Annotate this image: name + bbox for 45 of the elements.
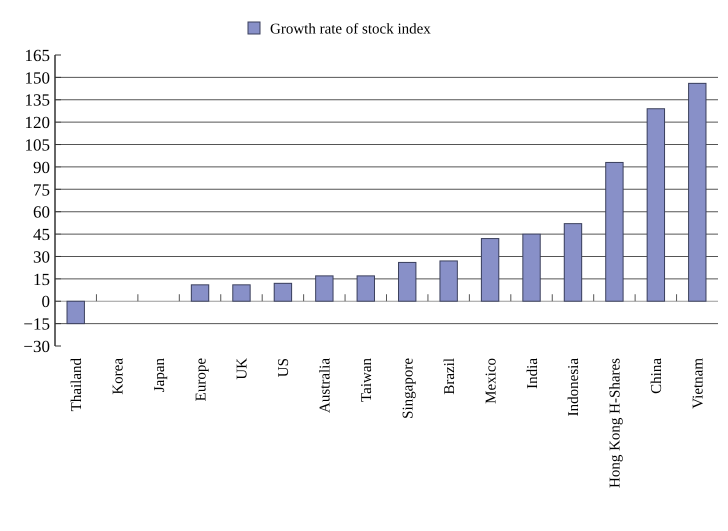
bar [66, 300, 85, 324]
x-tick-label: Singapore [400, 358, 416, 419]
bar [646, 108, 666, 302]
y-tick-label: 15 [33, 270, 50, 289]
x-tick-label: Japan [152, 358, 168, 392]
x-tick-label: Vietnam [690, 358, 707, 409]
y-tick-label: 135 [24, 90, 50, 110]
x-tick-label: Europe [193, 358, 210, 402]
y-tick-label: 120 [24, 113, 50, 132]
y-tick-label: −30 [23, 336, 50, 356]
x-tick-label: Taiwan [359, 358, 376, 402]
y-tick-label: −15 [23, 314, 50, 334]
bar [688, 82, 706, 302]
y-tick-label: 45 [33, 225, 50, 244]
bar [274, 282, 292, 302]
bar [232, 284, 251, 302]
y-tick-label: 30 [33, 247, 50, 266]
y-tick-label: 90 [33, 158, 50, 177]
x-tick-label: US [276, 358, 292, 378]
x-tick-label: UK [234, 358, 251, 380]
bar [522, 234, 541, 302]
bar [564, 223, 582, 302]
bar [605, 162, 624, 302]
y-tick-label: 75 [33, 180, 50, 200]
x-tick-label: China [649, 358, 666, 394]
x-tick-label: Brazil [442, 358, 458, 395]
y-tick-label: 105 [24, 135, 50, 154]
x-tick-label: Indonesia [566, 358, 582, 416]
bar [480, 238, 500, 302]
y-tick-label: 150 [24, 68, 50, 88]
bar [315, 275, 334, 302]
y-tick-label: 165 [24, 46, 50, 65]
legend-label: Growth rate of stock index [270, 21, 432, 38]
y-tick-label: 0 [42, 292, 50, 312]
bar [356, 275, 375, 302]
x-tick-label: Mexico [483, 358, 500, 404]
x-tick-label: Korea [110, 358, 126, 395]
x-tick-label: India [524, 358, 541, 389]
x-tick-label: Thailand [68, 358, 85, 412]
x-tick-label: Hong Kong H-Shares [608, 358, 624, 488]
x-tick-label: Australia [318, 358, 334, 413]
bar [398, 262, 416, 302]
bar [439, 260, 458, 302]
y-tick-label: 60 [33, 202, 50, 222]
bar [190, 284, 210, 302]
